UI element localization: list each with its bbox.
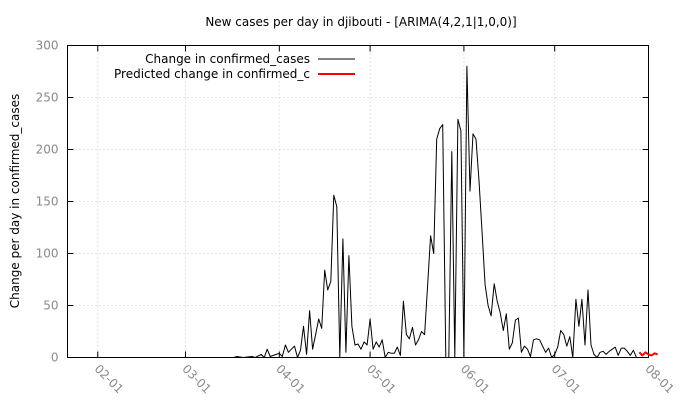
chart-title: New cases per day in djibouti - [ARIMA(4… [205,15,516,29]
y-tick-label: 100 [36,247,59,261]
series-layer [67,65,658,358]
y-axis: 0 50 100 150 200 250 300 [36,39,649,365]
legend: Change in confirmed_cases Predicted chan… [114,52,355,81]
y-tick-label: 250 [36,91,59,105]
grid-layer [67,45,649,358]
x-tick-label: 03-01 [179,362,214,397]
y-tick-label: 0 [51,351,59,365]
x-tick-label: 07-01 [549,362,584,397]
series-line-actual [67,65,637,358]
y-tick-label: 150 [36,195,59,209]
legend-label-predicted: Predicted change in confirmed_c [114,67,310,81]
x-axis: 02-01 03-01 04-01 05-01 06-01 07-01 08-01 [92,45,677,397]
x-tick-label: 05-01 [364,362,399,397]
y-tick-label: 50 [43,299,58,313]
y-tick-label: 200 [36,143,59,157]
x-tick-label: 08-01 [642,362,677,397]
legend-label-actual: Change in confirmed_cases [145,52,310,66]
x-tick-label: 04-01 [273,362,308,397]
y-tick-label: 300 [36,39,59,53]
x-tick-label: 06-01 [458,362,493,397]
y-axis-label: Change per day in confirmed_cases [8,94,22,309]
x-tick-label: 02-01 [92,362,127,397]
series-line-predicted [638,351,658,357]
plot-frame [67,45,649,358]
